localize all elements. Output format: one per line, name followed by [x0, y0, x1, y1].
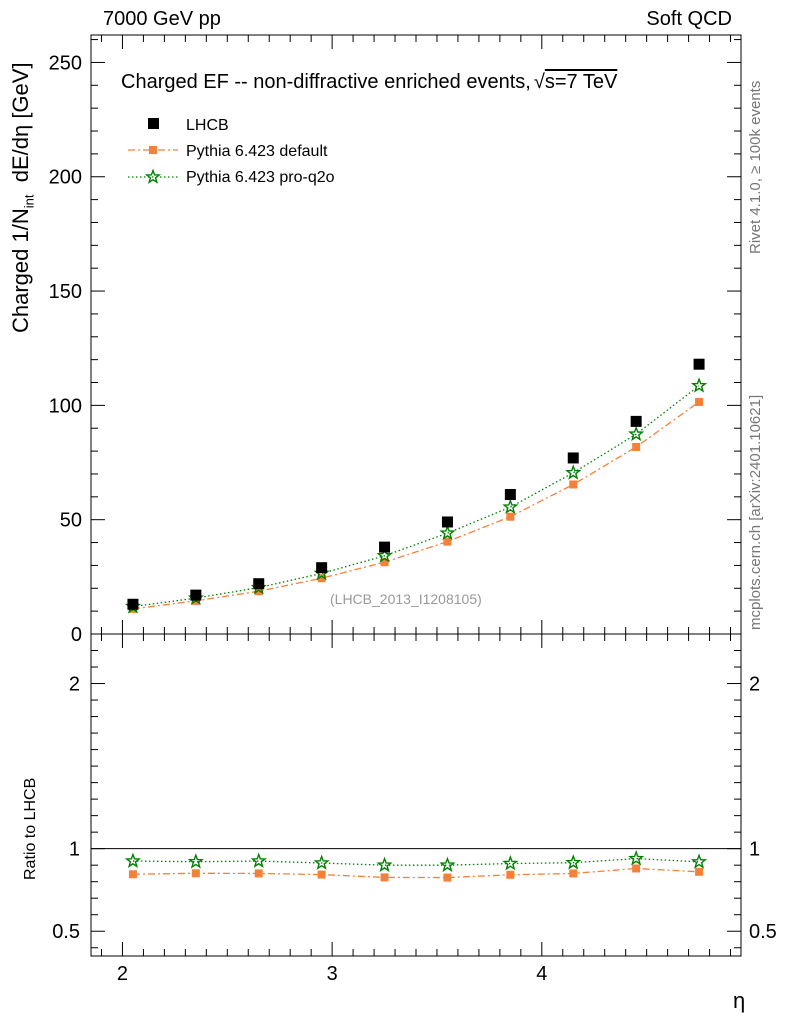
- ratio-point-pythia-proq2o: [124, 852, 142, 868]
- chart-title-sqrt: √: [534, 71, 545, 93]
- ratio-y-tick-label-right: 1: [749, 839, 760, 861]
- legend-label-pythia-default: Pythia 6.423 default: [186, 143, 328, 160]
- x-tick-label: 2: [117, 963, 128, 985]
- main-y-tick-label: 250: [49, 52, 82, 74]
- legend-label-pythia-proq2o: Pythia 6.423 pro-q2o: [186, 169, 335, 186]
- ratio-point-pythia-proq2o: [313, 854, 330, 870]
- data-point-pythia-default: [569, 480, 578, 489]
- header-left-label: 7000 GeV pp: [103, 8, 221, 30]
- ratio-axis-ticks: 0.5 0.5 1 1 2 2 2 3 4: [52, 634, 777, 985]
- ratio-y-tick-label-right: 0.5: [749, 921, 777, 943]
- series-line-pythia-default: [132, 401, 700, 610]
- ratio-y-tick-label-left: 2: [69, 674, 80, 696]
- legend: LHCB Pythia 6.423 default Pythia 6.423 p…: [128, 117, 335, 186]
- data-point-pythia-default: [254, 587, 263, 596]
- data-point-lhcb: [190, 589, 202, 601]
- ratio-point-pythia-default: [128, 870, 137, 879]
- ratio-line-pythia-default: [132, 867, 700, 879]
- data-point-lhcb: [693, 358, 705, 370]
- data-point-pythia-default: [506, 512, 515, 521]
- legend-label-lhcb: LHCB: [186, 117, 229, 134]
- data-point-pythia-default: [632, 442, 641, 451]
- main-y-tick-label: 150: [49, 281, 82, 303]
- ratio-y-tick-label-left: 0.5: [52, 921, 80, 943]
- analysis-watermark: (LHCB_2013_I1208105): [330, 591, 482, 607]
- chart-title-main: Charged EF -- non-diffractive enriched e…: [121, 71, 531, 93]
- ratio-point-pythia-proq2o: [628, 850, 645, 866]
- ratio-line-pythia-proq2o: [132, 857, 700, 866]
- data-point-lhcb: [567, 452, 579, 464]
- header-right-label: Soft QCD: [646, 8, 732, 30]
- chart-title: Charged EF -- non-diffractive enriched e…: [121, 71, 618, 93]
- data-point-lhcb: [630, 415, 642, 427]
- ratio-point-pythia-default: [632, 864, 641, 873]
- data-point-pythia-default: [695, 397, 704, 406]
- data-point-pythia-proq2o: [502, 498, 519, 515]
- ratio-point-pythia-default: [695, 867, 704, 876]
- data-point-lhcb: [379, 541, 391, 553]
- data-point-pythia-default: [380, 558, 389, 567]
- main-y-tick-label: 100: [49, 395, 82, 417]
- ratio-point-pythia-proq2o: [565, 854, 582, 870]
- legend-marker-pythia-default: [149, 146, 157, 154]
- data-point-lhcb: [441, 516, 453, 528]
- data-point-lhcb: [127, 598, 139, 610]
- data-point-pythia-proq2o: [439, 524, 456, 541]
- ratio-point-pythia-default: [569, 869, 578, 878]
- main-series-group: [124, 358, 708, 614]
- ratio-y-tick-label-left: 1: [69, 839, 80, 861]
- ratio-point-pythia-default: [254, 869, 263, 878]
- ratio-plot-frame: [90, 633, 742, 957]
- data-point-pythia-proq2o: [565, 464, 582, 480]
- data-point-lhcb: [316, 562, 328, 574]
- data-point-pythia-proq2o: [690, 377, 708, 393]
- ratio-series-group: [124, 850, 708, 882]
- ratio-point-pythia-default: [443, 873, 452, 882]
- chart-title-s: s=7 TeV: [545, 71, 618, 93]
- ratio-point-pythia-proq2o: [250, 852, 267, 868]
- main-y-tick-label: 50: [60, 510, 82, 532]
- legend-marker-pythia-proq2o: [144, 168, 162, 184]
- data-point-lhcb: [253, 578, 265, 590]
- data-point-lhcb: [504, 489, 516, 501]
- ratio-point-pythia-proq2o: [187, 853, 204, 869]
- ratio-point-pythia-proq2o: [690, 853, 708, 869]
- ratio-point-pythia-default: [317, 870, 326, 879]
- main-y-tick-label: 200: [49, 167, 82, 189]
- x-tick-label: 3: [327, 963, 338, 985]
- series-line-pythia-proq2o: [132, 385, 700, 608]
- ratio-point-pythia-default: [506, 870, 515, 879]
- ratio-point-pythia-proq2o: [439, 856, 456, 873]
- data-point-pythia-proq2o: [628, 425, 645, 442]
- x-axis-label: η: [733, 988, 745, 1013]
- data-point-pythia-proq2o: [376, 547, 393, 563]
- ratio-point-pythia-proq2o: [502, 855, 519, 871]
- ratio-y-tick-label-right: 2: [749, 674, 760, 696]
- data-point-pythia-default: [443, 537, 452, 546]
- x-tick-label: 4: [536, 963, 547, 985]
- ratio-point-pythia-default: [191, 869, 200, 878]
- main-y-tick-label: 0: [71, 624, 82, 646]
- legend-marker-lhcb: [148, 118, 159, 129]
- main-axis-ticks: 0 50 100 150 200 250: [49, 35, 741, 646]
- ratio-point-pythia-proq2o: [376, 856, 393, 873]
- data-point-pythia-default: [317, 574, 326, 583]
- ratio-point-pythia-default: [380, 873, 389, 882]
